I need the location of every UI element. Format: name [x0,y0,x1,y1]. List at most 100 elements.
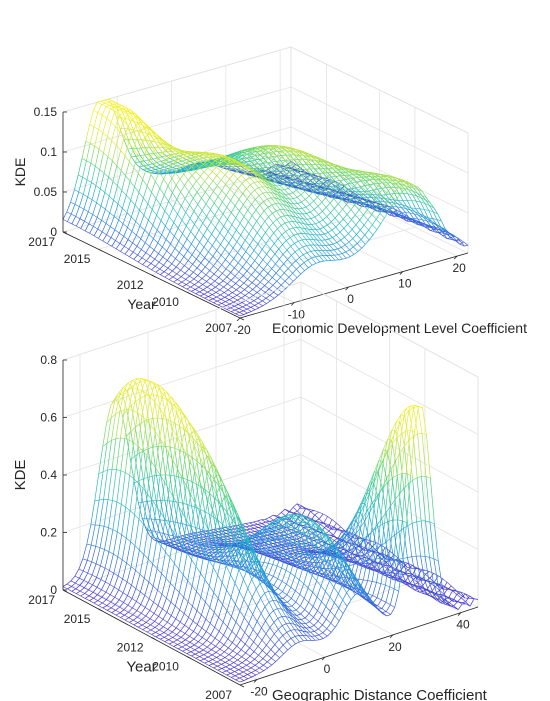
surface-line [198,154,203,157]
surface-line [246,154,252,159]
surface-line [232,295,238,298]
surface-line [271,146,276,148]
surface-line [191,163,196,167]
surface-line [142,179,148,187]
surface-line [159,138,164,145]
surface-line [138,179,144,193]
surface-line [115,116,121,129]
surface-line [114,106,119,108]
surface-line [179,167,185,175]
surface-line [175,169,181,172]
surface-line [160,210,166,221]
surface-line [182,164,188,171]
surface-line [97,220,102,230]
surface-line [124,155,130,162]
surface-line [130,199,136,206]
surface-line [259,269,264,275]
surface-line [89,110,94,125]
surface-line [277,225,282,230]
surface-line [214,208,219,216]
surface-line [96,188,101,203]
surface-line [312,262,317,266]
surface-line [176,273,182,277]
surface-line [202,160,207,164]
surface-line [275,146,281,149]
surface-line [300,179,305,184]
surface-line [340,185,345,190]
surface-line [98,238,103,242]
surface-line [118,105,122,107]
surface-line [348,233,354,239]
surface-line [269,159,274,164]
surface-line [277,157,282,162]
surface-line [305,172,311,176]
surface-line [298,208,303,210]
surface-line [194,284,200,288]
surface-line [153,139,159,147]
surface-line [170,248,176,255]
surface-line [137,254,143,259]
surface-line [272,222,278,229]
surface-line [219,163,225,167]
surface-line [308,264,313,268]
surface-line [89,126,95,144]
surface-line [302,245,307,248]
surface-line [268,213,273,218]
surface-line [152,132,157,135]
surface-line [251,278,257,283]
surface-line [123,236,129,240]
surface-line [205,197,211,205]
surface-line [225,253,230,260]
surface-line [237,304,243,308]
surface-line [267,258,272,265]
surface-line [190,155,195,159]
surface-line [136,225,141,236]
surface-line [274,175,279,179]
surface-line [70,201,76,205]
surface-line [159,264,164,270]
surface-line [218,201,223,209]
surface-line [189,198,194,206]
surface-line [204,175,209,182]
surface-line [254,181,258,183]
surface-line [109,212,115,217]
surface-line [244,289,250,293]
surface-line [129,161,135,168]
surface-line [237,154,243,157]
surface-line [322,177,327,184]
surface-line [84,220,90,225]
surface-line [229,297,234,301]
surface-line [116,106,122,109]
surface-line [279,268,285,274]
surface-line [345,249,350,253]
surface-line [182,233,188,240]
surface-line [77,158,83,176]
surface-line [241,183,247,189]
surface-line [246,255,251,262]
surface-line [259,204,265,212]
surface-line [89,233,95,237]
surface-line [251,158,257,163]
surface-line [276,155,282,158]
surface-line [239,286,245,290]
surface-line [247,311,252,314]
surface-line [194,163,200,168]
surface-line [89,124,95,128]
surface-line [123,113,128,121]
surface-line [311,256,316,259]
surface-line [257,297,263,302]
surface-line [206,155,212,159]
surface-line [264,157,269,162]
surface-line [146,167,152,175]
x-tick-label: 0 [347,292,354,306]
surface-line [269,168,275,172]
surface-line [171,168,177,171]
surface-line [124,118,130,120]
surface-line [288,276,294,282]
surface-line [113,102,118,105]
surface-line [128,248,134,253]
surface-line [249,250,255,257]
surface-line [140,147,146,155]
surface-line [224,294,229,298]
surface-line [268,285,274,290]
